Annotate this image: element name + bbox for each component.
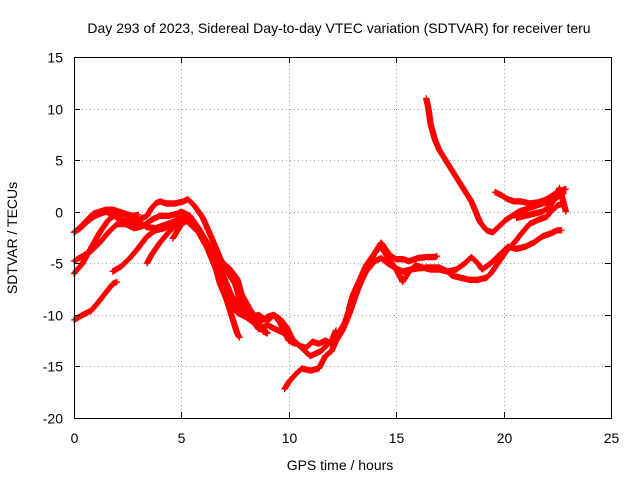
x-tick-label: 15 [389,430,405,446]
data-marks-track-12 [345,227,565,312]
y-tick-label: -20 [43,411,63,427]
plot-frame [74,57,612,419]
data-marks-track-8 [169,216,265,325]
data-marks-track-10 [281,200,567,393]
y-tick-label: -5 [51,256,64,272]
x-tick-label: 5 [178,430,186,446]
tick-marks [74,57,612,419]
y-tick-label: 0 [55,205,63,221]
y-tick-label: -10 [43,308,63,324]
y-tick-label: -15 [43,359,63,375]
x-tick-label: 20 [497,430,513,446]
x-tick-label: 10 [282,430,298,446]
data-marks-track-9 [257,311,299,347]
series-track-12 [345,227,565,312]
data-marks-track-1 [70,278,121,324]
y-axis-label: SDTVAR / TECUs [4,182,20,294]
chart-title: Day 293 of 2023, Sidereal Day-to-day VTE… [87,20,590,36]
data-marks-track-15 [513,184,570,222]
x-tick-label: 25 [604,430,620,446]
series-track-11 [337,239,441,334]
x-tick-labels: 0 5 10 15 20 25 [71,430,620,446]
y-tick-label: 15 [47,50,63,66]
data-marks-track-11 [337,239,441,334]
series-track-9 [257,311,299,347]
y-tick-label: 5 [55,153,63,169]
series-track-15 [513,184,570,222]
y-tick-labels: 15 10 5 0 -5 -10 -15 -20 [43,50,63,427]
series-track-2 [70,196,335,352]
series-track-10 [281,200,567,393]
grid-lines [74,57,611,418]
data-points [70,95,570,393]
series-track-1 [70,278,121,324]
data-marks-track-2 [70,196,335,352]
y-tick-label: 10 [47,102,63,118]
series-track-8 [169,216,265,325]
x-axis-label: GPS time / hours [287,457,394,473]
x-tick-label: 0 [71,430,79,446]
